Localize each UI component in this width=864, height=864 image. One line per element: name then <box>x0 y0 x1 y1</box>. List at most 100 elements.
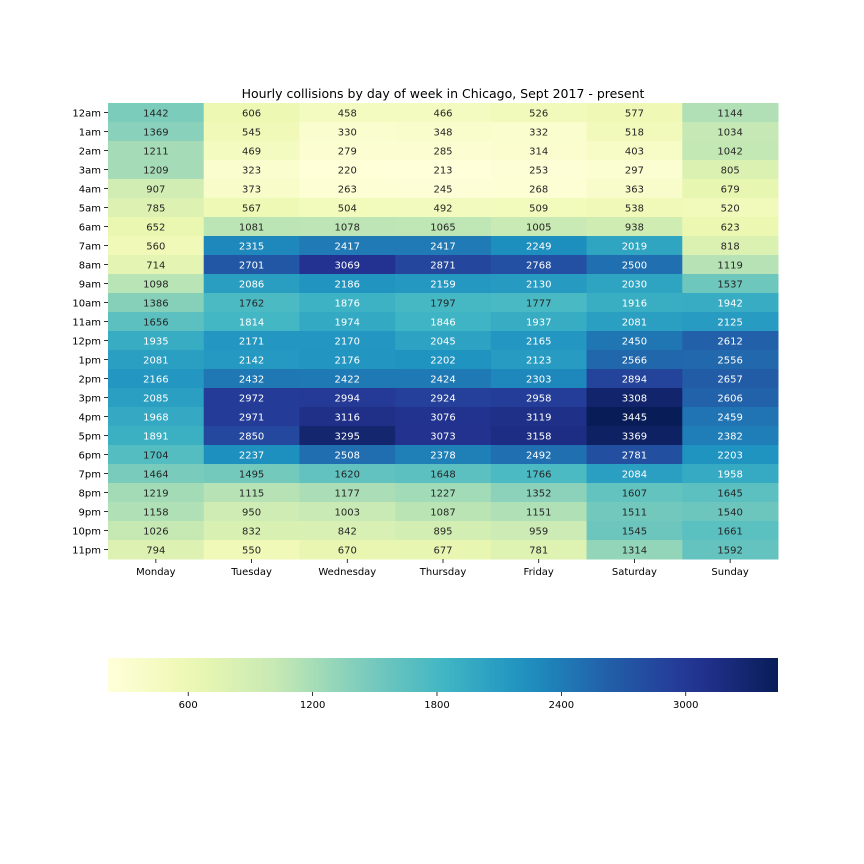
cell-value-label: 2492 <box>526 451 551 462</box>
cell-value-label: 3069 <box>335 261 360 272</box>
cell-value-label: 285 <box>433 147 452 158</box>
cell-value-label: 1211 <box>143 147 168 158</box>
cell-value-label: 3076 <box>430 413 455 424</box>
cell-value-label: 2422 <box>335 375 360 386</box>
heatmap-cell <box>586 236 683 256</box>
column-label: Wednesday <box>318 567 376 578</box>
cell-value-label: 2894 <box>622 375 647 386</box>
row-label: 10pm <box>72 527 101 538</box>
heatmap-cell <box>203 103 300 123</box>
heatmap-cell <box>395 369 492 389</box>
cell-value-label: 670 <box>338 546 357 557</box>
cell-value-label: 1537 <box>717 280 742 291</box>
cell-value-label: 623 <box>721 223 740 234</box>
heatmap-cell <box>395 255 492 275</box>
heatmap-cell <box>108 464 205 484</box>
cell-value-label: 794 <box>146 546 165 557</box>
cell-value-label: 1937 <box>526 318 551 329</box>
heatmap-cell <box>203 141 300 161</box>
heatmap-cell <box>586 445 683 465</box>
heatmap-cell <box>395 103 492 123</box>
cell-value-label: 1511 <box>622 508 647 519</box>
row-label: 3am <box>79 166 101 177</box>
heatmap-cell <box>586 293 683 313</box>
row-label: 5pm <box>79 432 101 443</box>
cell-value-label: 1352 <box>526 489 551 500</box>
cell-value-label: 1065 <box>430 223 455 234</box>
cell-value-label: 2125 <box>717 318 742 329</box>
cell-value-label: 2781 <box>622 451 647 462</box>
heatmap-cell <box>490 141 588 161</box>
cell-value-label: 2171 <box>239 337 264 348</box>
heatmap-cell <box>203 464 300 484</box>
cell-value-label: 520 <box>721 204 740 215</box>
cell-value-label: 1648 <box>430 470 455 481</box>
heatmap-cell <box>682 198 779 218</box>
heatmap-cell <box>395 122 492 142</box>
row-label: 4am <box>79 185 101 196</box>
heatmap-cell <box>203 236 300 256</box>
cell-value-label: 1797 <box>430 299 455 310</box>
row-label: 6am <box>79 223 101 234</box>
heatmap-cell <box>108 160 205 180</box>
heatmap-cell <box>108 388 205 408</box>
cell-value-label: 2701 <box>239 261 264 272</box>
row-label: 6pm <box>79 451 101 462</box>
cell-value-label: 2566 <box>622 356 647 367</box>
heatmap-cell <box>108 217 205 237</box>
column-label: Sunday <box>711 567 748 578</box>
cell-value-label: 2159 <box>430 280 455 291</box>
heatmap-cell <box>299 426 396 446</box>
cell-value-label: 314 <box>529 147 548 158</box>
heatmap-cell <box>108 426 205 446</box>
row-label: 9pm <box>79 508 101 519</box>
cell-value-label: 1081 <box>239 223 264 234</box>
cell-value-label: 2315 <box>239 242 264 253</box>
column-label: Tuesday <box>230 567 272 578</box>
heatmap-cell <box>108 122 205 142</box>
cell-value-label: 2081 <box>622 318 647 329</box>
heatmap-cell <box>299 217 396 237</box>
cell-value-label: 2165 <box>526 337 551 348</box>
heatmap-cell <box>682 236 779 256</box>
cell-value-label: 1846 <box>430 318 455 329</box>
cell-value-label: 567 <box>242 204 261 215</box>
heatmap-cell <box>203 350 300 370</box>
cell-value-label: 2202 <box>430 356 455 367</box>
row-label: 7am <box>79 242 101 253</box>
cell-value-label: 2768 <box>526 261 551 272</box>
cell-value-label: 577 <box>625 109 644 120</box>
colorbar-tick-label: 2400 <box>549 700 574 711</box>
heatmap-cell <box>682 407 779 427</box>
cell-value-label: 781 <box>529 546 548 557</box>
heatmap-cell <box>299 255 396 275</box>
heatmap-cell <box>203 198 300 218</box>
cell-value-label: 2508 <box>335 451 360 462</box>
heatmap-cell <box>490 236 588 256</box>
row-label: 3pm <box>79 394 101 405</box>
cell-value-label: 2500 <box>622 261 647 272</box>
cell-value-label: 279 <box>338 147 357 158</box>
cell-value-label: 2142 <box>239 356 264 367</box>
cell-value-label: 2203 <box>717 451 742 462</box>
cell-value-label: 332 <box>529 128 548 139</box>
cell-value-label: 1151 <box>526 508 551 519</box>
heatmap-cell <box>395 540 492 560</box>
heatmap-cell <box>682 274 779 294</box>
heatmap-cell <box>490 160 588 180</box>
cell-value-label: 220 <box>338 166 357 177</box>
heatmap-cell <box>586 464 683 484</box>
heatmap-cell <box>586 426 683 446</box>
cell-value-label: 677 <box>433 546 452 557</box>
cell-value-label: 1034 <box>717 128 742 139</box>
heatmap-cell <box>490 122 588 142</box>
cell-value-label: 2378 <box>430 451 455 462</box>
cell-value-label: 606 <box>242 109 261 120</box>
cell-value-label: 832 <box>242 527 261 538</box>
heatmap-cell <box>203 179 300 199</box>
cell-value-label: 469 <box>242 147 261 158</box>
heatmap-cell <box>682 540 779 560</box>
cell-value-label: 545 <box>242 128 261 139</box>
heatmap-cell <box>299 350 396 370</box>
heatmap-cell <box>203 293 300 313</box>
